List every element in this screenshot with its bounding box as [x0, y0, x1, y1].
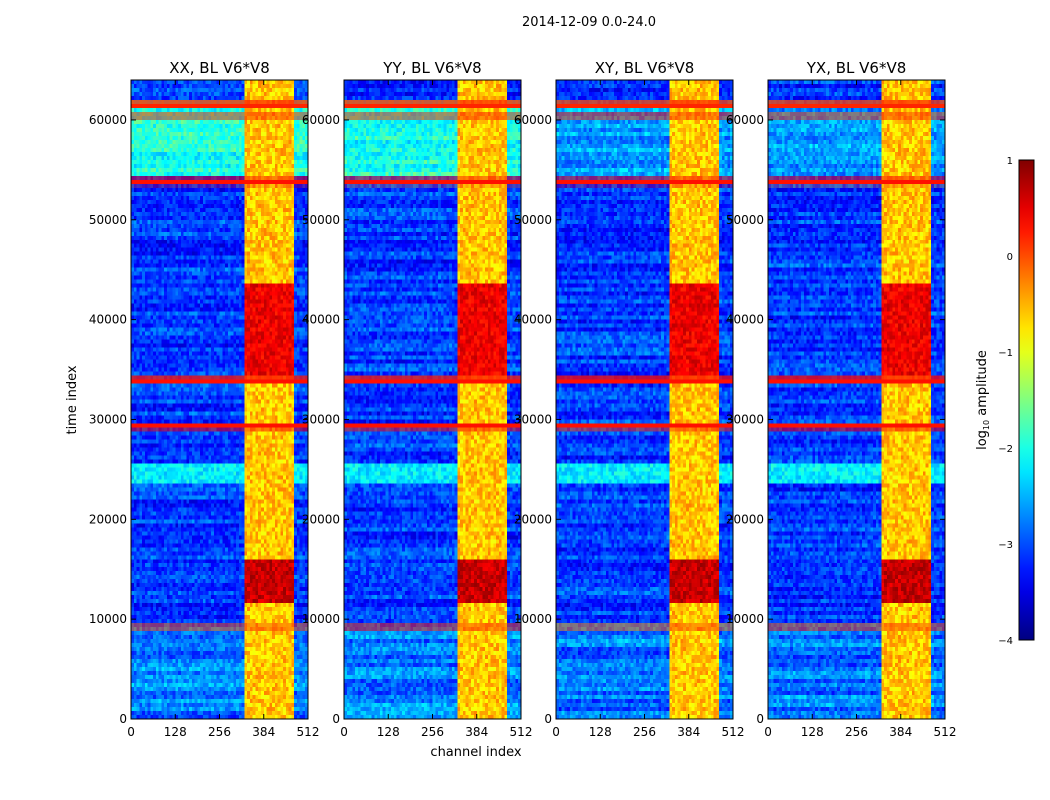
figure-suptitle: 2014-12-09 0.0-24.0 — [522, 15, 656, 30]
y-tick-label: 40000 — [514, 313, 552, 327]
colorbar-tick-label: −1 — [998, 348, 1013, 359]
x-tick-label: 384 — [677, 725, 700, 739]
colorbar-tick-label: 1 — [1007, 156, 1013, 167]
x-tick-label: 128 — [377, 725, 400, 739]
heatmap-image — [768, 80, 945, 719]
y-tick-label: 50000 — [726, 213, 764, 227]
y-tick-label: 40000 — [726, 313, 764, 327]
y-axis-label: time index — [65, 365, 80, 434]
x-tick-label: 0 — [764, 725, 772, 739]
panel-xy: XY, BL V6*V8 0 128 256 384 512 0 10000 20000 3000… — [514, 59, 745, 739]
y-tick-label: 40000 — [302, 313, 340, 327]
y-tick-label: 60000 — [514, 113, 552, 127]
x-tick-label: 256 — [633, 725, 656, 739]
y-tick-label: 40000 — [89, 313, 127, 327]
y-tick-label: 10000 — [514, 612, 552, 626]
y-tick-label: 60000 — [302, 113, 340, 127]
heatmap-image — [344, 80, 521, 719]
colorbar-tick-label: 0 — [1007, 252, 1013, 263]
panel-title: YX, BL V6*V8 — [806, 59, 907, 77]
y-tick-label: 20000 — [89, 512, 127, 526]
x-tick-label: 128 — [164, 725, 187, 739]
y-tick-label: 60000 — [89, 113, 127, 127]
colorbar-label: log10 amplitude — [975, 350, 991, 450]
y-tick-label: 30000 — [726, 412, 764, 426]
y-tick-label: 10000 — [89, 612, 127, 626]
panel-title: XY, BL V6*V8 — [595, 59, 695, 77]
y-tick-label: 20000 — [302, 512, 340, 526]
x-axis-label: channel index — [430, 745, 521, 760]
y-tick-label: 0 — [119, 712, 127, 726]
x-tick-label: 0 — [552, 725, 560, 739]
x-tick-label: 512 — [722, 725, 745, 739]
panel-xx: XX, BL V6*V8 0 128 256 384 512 0 10000 20000 3000… — [89, 59, 320, 739]
heatmap-image — [556, 80, 733, 719]
y-tick-label: 50000 — [514, 213, 552, 227]
y-tick-label: 30000 — [89, 412, 127, 426]
x-tick-label: 512 — [934, 725, 957, 739]
colorbar-tick-label: −2 — [998, 444, 1013, 455]
y-tick-label: 30000 — [514, 412, 552, 426]
y-tick-label: 50000 — [302, 213, 340, 227]
panel-title: YY, BL V6*V8 — [382, 59, 481, 77]
colorbar-gradient — [1018, 159, 1035, 641]
x-tick-label: 256 — [845, 725, 868, 739]
x-tick-label: 384 — [465, 725, 488, 739]
x-tick-label: 384 — [889, 725, 912, 739]
panel-yy: YY, BL V6*V8 0 128 256 384 512 0 10000 20000 3000… — [302, 59, 533, 739]
y-tick-label: 30000 — [302, 412, 340, 426]
y-tick-label: 0 — [756, 712, 764, 726]
colorbar-label-log: log — [975, 430, 990, 450]
y-tick-label: 0 — [544, 712, 552, 726]
x-tick-label: 384 — [252, 725, 275, 739]
y-tick-label: 0 — [332, 712, 340, 726]
x-tick-label: 0 — [340, 725, 348, 739]
x-tick-label: 0 — [127, 725, 135, 739]
y-tick-label: 10000 — [302, 612, 340, 626]
x-tick-label: 512 — [510, 725, 533, 739]
colorbar-tick-label: −3 — [998, 540, 1013, 551]
heatmap-image — [131, 80, 308, 719]
colorbar-label-rest: amplitude — [975, 350, 990, 420]
x-tick-label: 512 — [297, 725, 320, 739]
y-tick-label: 10000 — [726, 612, 764, 626]
x-tick-label: 256 — [421, 725, 444, 739]
colorbar-label-base: 10 — [982, 420, 991, 430]
y-tick-label: 20000 — [514, 512, 552, 526]
x-tick-label: 128 — [801, 725, 824, 739]
x-tick-label: 128 — [589, 725, 612, 739]
x-tick-label: 256 — [208, 725, 231, 739]
panel-title: XX, BL V6*V8 — [169, 59, 270, 77]
panel-yx: YX, BL V6*V8 0 128 256 384 512 0 10000 20000 3000… — [726, 59, 957, 739]
y-tick-label: 50000 — [89, 213, 127, 227]
colorbar: 1 0 −1 −2 −3 −4 — [998, 156, 1035, 647]
y-tick-label: 20000 — [726, 512, 764, 526]
colorbar-tick-label: −4 — [998, 636, 1013, 647]
y-tick-label: 60000 — [726, 113, 764, 127]
